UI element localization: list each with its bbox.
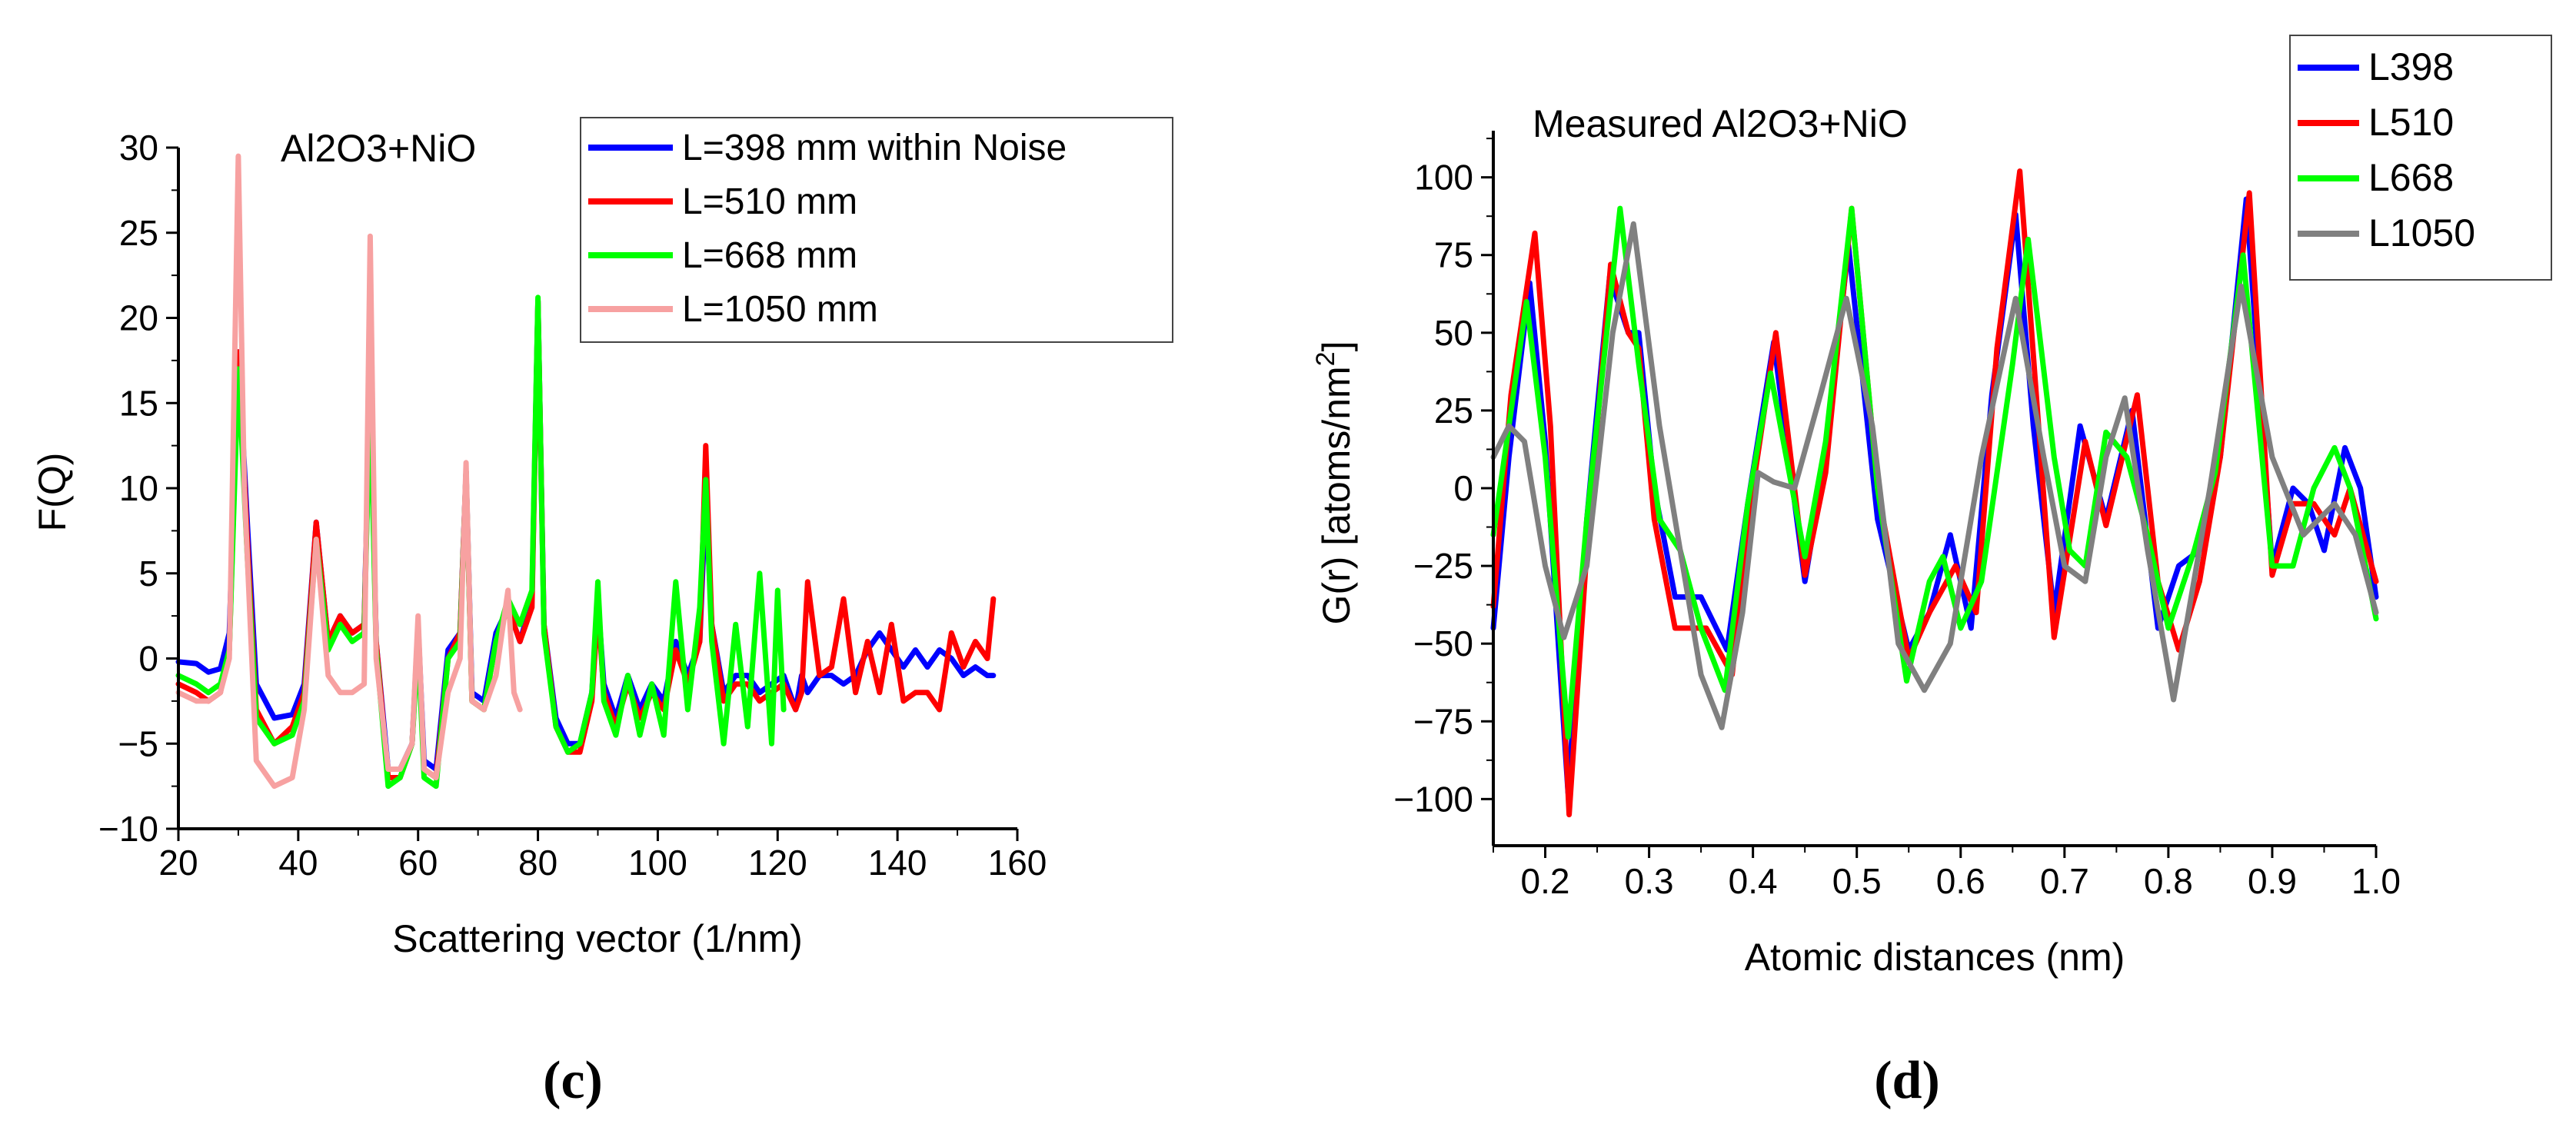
chart-c-legend-label: L=398 mm within Noise — [682, 128, 1067, 168]
chart-c-legend-label: L=1050 mm — [682, 289, 878, 330]
chart-d-xtick-label: 0.3 — [1625, 861, 1674, 901]
chart-d-legend-label: L510 — [2368, 101, 2454, 144]
chart-d-legend-label: L398 — [2368, 45, 2454, 88]
chart-c-xtick-label: 80 — [518, 843, 557, 883]
chart-c-ytick-label: 15 — [119, 383, 158, 423]
chart-d-xtick-label: 0.5 — [1832, 861, 1882, 901]
chart-c-xtick-label: 60 — [398, 843, 438, 883]
chart-c-ytick-label: −5 — [118, 723, 158, 763]
chart-c-series-group — [175, 153, 997, 790]
chart-c-ytick-label: 5 — [138, 554, 158, 594]
chart-d-ylabel-superscript: 2 — [1311, 351, 1340, 366]
chart-c-ytick-label: 30 — [119, 128, 158, 168]
chart-d-legend-label: L668 — [2368, 156, 2454, 199]
chart-c-annotation: Al2O3+NiO — [281, 127, 476, 170]
chart-d-xtick-label: 0.6 — [1936, 861, 1985, 901]
chart-d-ytick-label: 100 — [1414, 158, 1473, 198]
chart-d-panel-label: (d) — [1874, 1051, 1940, 1110]
chart-c-series-line-4 — [175, 153, 523, 790]
chart-c-xtick-label: 120 — [748, 843, 807, 883]
chart-c-series-line-3 — [175, 294, 787, 790]
chart-d-xtick-label: 0.4 — [1729, 861, 1778, 901]
chart-c-ytick-label: 10 — [119, 468, 158, 508]
chart-c-xlabel: Scattering vector (1/nm) — [392, 917, 803, 960]
chart-c-legend-label: L=668 mm — [682, 235, 857, 276]
chart-d-series-group — [1490, 168, 2379, 818]
chart-d-ytick-label: 75 — [1434, 235, 1473, 275]
chart-c-xtick-label: 160 — [988, 843, 1047, 883]
chart-c-ytick-label: −10 — [98, 809, 158, 849]
chart-d-ytick-label: −25 — [1413, 546, 1473, 586]
chart-d-xtick-label: 0.9 — [2248, 861, 2297, 901]
chart-d-xlabel: Atomic distances (nm) — [1745, 936, 2125, 979]
chart-c-ytick-label: 0 — [138, 639, 158, 679]
chart-c-xtick-label: 20 — [158, 843, 198, 883]
chart-d-ylabel-suffix: ] — [1315, 341, 1358, 352]
chart-c-legend — [580, 117, 1173, 343]
chart-d-ytick-label: −100 — [1393, 779, 1473, 819]
chart-d-annotation: Measured Al2O3+NiO — [1533, 102, 1908, 145]
chart-c-panel-label: (c) — [543, 1051, 603, 1110]
chart-d-ytick-label: 25 — [1434, 391, 1473, 431]
chart-d-legend-label: L1050 — [2368, 211, 2475, 254]
chart-d-ytick-label: −50 — [1413, 624, 1473, 663]
chart-d-legend — [2289, 35, 2552, 281]
chart-d-ytick-label: −75 — [1413, 701, 1473, 741]
chart-d-xtick-label: 0.7 — [2040, 861, 2089, 901]
chart-c-xtick-label: 140 — [868, 843, 927, 883]
chart-c-xtick-label: 100 — [628, 843, 687, 883]
chart-d-ylabel-main: G(r) [atoms/nm — [1315, 366, 1358, 624]
chart-d: 0.2 0.3 0.4 0.5 0.6 0.7 0.8 0.9 1.0 −100 −75 −50 −25… — [1311, 35, 2552, 1110]
chart-d-ytick-label: 50 — [1434, 313, 1473, 353]
chart-c-xtick-label: 40 — [278, 843, 318, 883]
chart-c: 20 40 60 80 100 120 140 160 −10 −5 0 5 10 15 20 25 30 Al… — [31, 117, 1173, 1110]
chart-d-ytick-label: 0 — [1453, 468, 1473, 508]
chart-c-ytick-label: 25 — [119, 213, 158, 253]
chart-d-xtick-label: 0.2 — [1521, 861, 1570, 901]
chart-c-ytick-label: 20 — [119, 298, 158, 338]
chart-d-series-line-4 — [1490, 221, 2379, 730]
chart-c-legend-label: L=510 mm — [682, 181, 857, 222]
chart-c-ylabel: F(Q) — [31, 453, 74, 532]
chart-d-ylabel: G(r) [atoms/nm2] — [1311, 341, 1358, 625]
chart-d-xtick-label: 0.8 — [2144, 861, 2193, 901]
chart-d-xtick-label: 1.0 — [2351, 861, 2401, 901]
